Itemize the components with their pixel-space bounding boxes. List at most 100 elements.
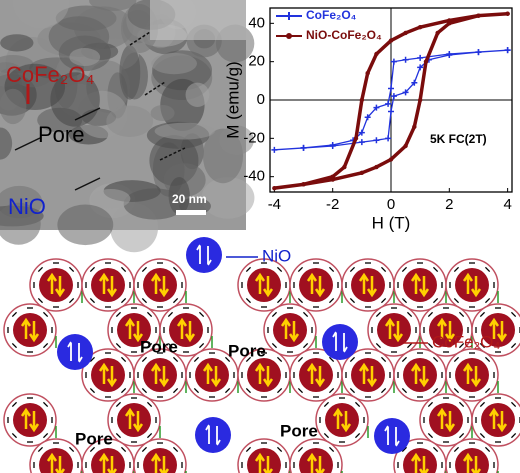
spin-down [288,321,300,343]
spin-down [132,321,144,343]
particle [50,72,100,127]
x-tick-label: 0 [387,196,395,213]
nio-spin [205,424,221,446]
spin-arrow [297,446,304,453]
pore-label: Pore [75,429,113,448]
spin-arrow [458,342,465,349]
particle [69,48,101,67]
spin-arrow [354,401,361,408]
marker [385,135,392,142]
spin-down [418,366,430,388]
tem-label: CoFe₂O₄ [6,62,94,87]
spin-up [254,362,266,384]
spin-arrow [510,342,517,349]
marker [364,114,371,121]
spin-arrow [68,297,75,304]
spin-arrow [276,297,283,304]
particle [0,127,13,160]
marker [505,11,510,16]
ferrite-core [403,358,437,392]
ferrite-core [91,358,125,392]
legend-marker [286,33,292,39]
spin-arrow [432,446,439,453]
spin-arrow [453,446,460,453]
spin-up [46,272,58,294]
spin-arrow [198,311,205,318]
ferrite-core [169,313,203,347]
spin-arrow [510,432,517,439]
spin-down [444,411,456,433]
marker [435,30,440,36]
arrow [74,107,101,121]
ferrite-core [299,358,333,392]
marker [373,137,380,144]
marker [446,51,453,58]
spin-arrow [193,387,200,394]
spin-arrow [42,342,49,349]
spin-down [470,276,482,298]
spin-down [418,456,430,473]
legend-marker [285,12,293,20]
spin-up [462,362,474,384]
marker [423,59,429,64]
spin-arrow [146,432,153,439]
spin-up [332,407,344,429]
spin-arrow [328,266,335,273]
spin-arrow [297,356,304,363]
spin-arrow [401,297,408,304]
ferrite-core [195,358,229,392]
spin-arrow [167,311,174,318]
ferrite-core [143,358,177,392]
ferrite-core [481,403,515,437]
y-tick-label: -20 [243,129,265,146]
spin-arrow [297,387,304,394]
spin-arrow [479,342,486,349]
spin-arrow [245,446,252,453]
spin-down [314,366,326,388]
spin-up [410,362,422,384]
spin-arrow [224,387,231,394]
spin-up [306,272,318,294]
spin-arrow [120,356,127,363]
spin-down [470,456,482,473]
marker [330,177,335,182]
x-tick-label: 4 [503,196,511,213]
spin-arrow [406,342,413,349]
particle [106,105,154,137]
spin-up [46,452,58,473]
arrow [144,81,166,96]
spin-arrow [432,297,439,304]
spin-up [462,272,474,294]
ferrite-core [377,313,411,347]
x-tick-label: -2 [326,196,339,213]
spin-arrow [453,297,460,304]
spin-arrow [297,266,304,273]
spin-arrow [11,401,18,408]
spin-arrow [271,311,278,318]
spin-arrow [297,297,304,304]
spin-arrow [89,356,96,363]
spin-up [98,362,110,384]
spin-down [28,321,40,343]
spin-arrow [427,311,434,318]
particle [119,45,141,100]
ferrite-core [403,268,437,302]
spin-arrow [401,356,408,363]
spin-arrow [349,266,356,273]
spin-down [28,411,40,433]
spin-arrow [120,387,127,394]
spin-up [20,317,32,339]
ferrite-core [429,313,463,347]
spin-arrow [484,387,491,394]
spin-arrow [401,266,408,273]
marker [385,100,392,107]
spin-up [98,272,110,294]
pore-label: Pore [228,341,266,360]
spin-up [306,362,318,384]
spin-arrow [453,266,460,273]
spin-arrow [89,266,96,273]
ferrite-core [91,268,125,302]
particle [48,16,110,58]
spin-down [158,366,170,388]
spin-arrow [172,356,179,363]
